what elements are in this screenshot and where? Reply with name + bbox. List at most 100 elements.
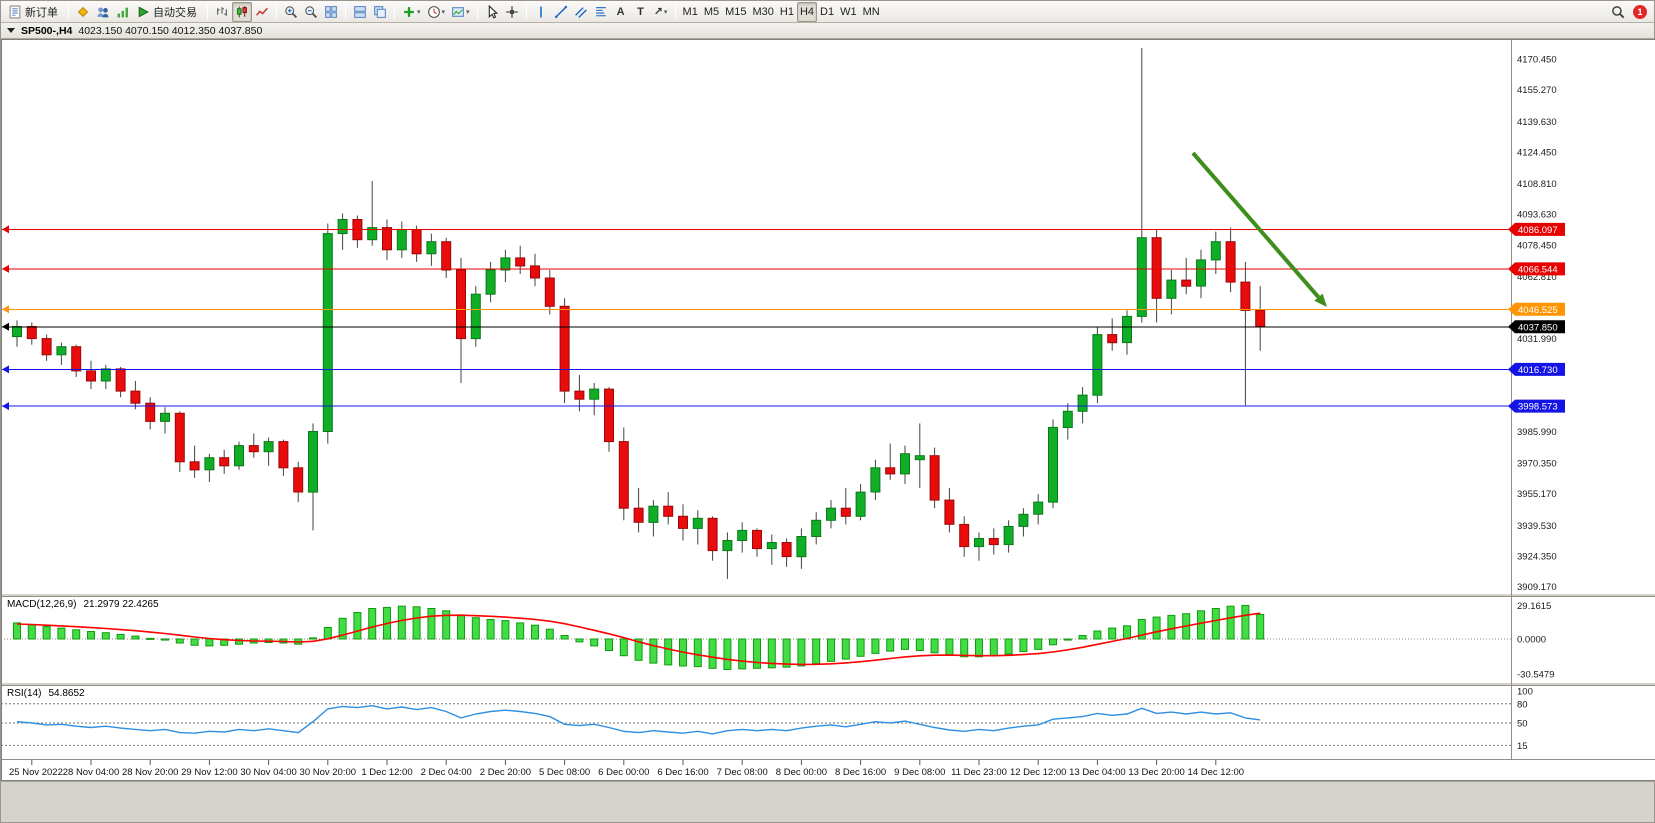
periods-button[interactable]: ▾ (424, 2, 449, 22)
line-chart-button[interactable] (252, 2, 272, 22)
svg-text:25 Nov 2022: 25 Nov 2022 (9, 767, 63, 778)
main-toolbar: 新订单 自动交易 (1, 1, 1654, 23)
cascade-windows-icon (374, 5, 386, 18)
svg-text:4170.450: 4170.450 (1517, 55, 1557, 66)
timeframe-w1-button[interactable]: W1 (837, 2, 860, 22)
timeframe-d1-button[interactable]: D1 (817, 2, 837, 22)
templates-button[interactable]: ▾ (448, 2, 473, 22)
svg-text:2 Dec 04:00: 2 Dec 04:00 (421, 767, 472, 778)
svg-text:6 Dec 00:00: 6 Dec 00:00 (598, 767, 649, 778)
svg-text:50: 50 (1517, 719, 1528, 730)
svg-text:30 Nov 04:00: 30 Nov 04:00 (240, 767, 297, 778)
timeframe-m30-button[interactable]: M30 (750, 2, 777, 22)
channel-icon (574, 6, 587, 18)
new-order-button[interactable]: 新订单 (5, 2, 64, 22)
arrow-tool-icon: ↗ (653, 6, 663, 18)
rsi-header: RSI(14) 54.8652 (7, 688, 85, 699)
channel-button[interactable] (571, 2, 591, 22)
new-order-icon (9, 5, 21, 18)
svg-text:1 Dec 12:00: 1 Dec 12:00 (361, 767, 412, 778)
community-button[interactable] (93, 2, 113, 22)
candlestick-chart-button[interactable] (232, 1, 252, 22)
svg-text:13 Dec 04:00: 13 Dec 04:00 (1069, 767, 1126, 778)
search-button[interactable] (1608, 2, 1628, 22)
timeframe-m15-button[interactable]: M15 (722, 2, 749, 22)
vertical-line-button[interactable] (531, 2, 551, 22)
arrows-tool-button[interactable]: ↗ ▾ (651, 2, 671, 22)
zoom-in-icon (285, 5, 298, 18)
toolbar-right-group: 1 (1608, 2, 1650, 22)
svg-text:5 Dec 08:00: 5 Dec 08:00 (539, 767, 590, 778)
svg-text:4016.730: 4016.730 (1518, 365, 1558, 376)
svg-text:8 Dec 16:00: 8 Dec 16:00 (835, 767, 886, 778)
timeframe-h4-button[interactable]: H4 (796, 1, 818, 22)
timeframe-h1-button[interactable]: H1 (777, 2, 797, 22)
svg-text:2 Dec 20:00: 2 Dec 20:00 (480, 767, 531, 778)
bottom-strip (1, 781, 1654, 822)
price-axis[interactable]: 4170.450 4155.270 4139.630 4124.450 4108.810… (1508, 55, 1565, 752)
svg-text:9 Dec 08:00: 9 Dec 08:00 (894, 767, 945, 778)
cursor-icon (488, 4, 498, 19)
zoom-in-button[interactable] (281, 2, 301, 22)
tile-windows-icon (325, 5, 337, 18)
timeframe-mn-button[interactable]: MN (860, 2, 883, 22)
trendline-button[interactable] (551, 2, 571, 22)
fibonacci-button[interactable] (591, 2, 611, 22)
svg-text:28 Nov 04:00: 28 Nov 04:00 (63, 767, 120, 778)
signals-button[interactable] (113, 2, 133, 22)
add-indicator-button[interactable]: ▾ (399, 2, 424, 22)
svg-text:0.0000: 0.0000 (1517, 635, 1546, 646)
svg-text:4031.990: 4031.990 (1517, 334, 1557, 345)
rsi-panel (1, 703, 1511, 746)
new-order-label: 新订单 (25, 6, 58, 19)
dropdown-caret: ▾ (441, 8, 446, 16)
timeframe-m1-button[interactable]: M1 (680, 2, 701, 22)
trendline-icon (554, 5, 567, 18)
bar-chart-button[interactable] (212, 2, 232, 22)
svg-text:4066.544: 4066.544 (1518, 264, 1558, 275)
tile-windows-button[interactable] (321, 2, 341, 22)
timeframe-m5-button[interactable]: M5 (701, 2, 722, 22)
autotrading-button[interactable]: 自动交易 (133, 2, 203, 22)
cursor-button[interactable] (482, 2, 502, 22)
time-axis[interactable]: 25 Nov 2022 28 Nov 04:00 28 Nov 20:00 29 No… (9, 760, 1244, 778)
text-tool-button[interactable]: A (611, 2, 631, 22)
community-icon (97, 6, 109, 17)
chart-area[interactable]: 4170.450 4155.270 4139.630 4124.450 4108.810… (1, 39, 1655, 781)
chart-window-titlebar[interactable]: SP500-,H4 4023.150 4070.150 4012.350 403… (1, 23, 1654, 39)
search-icon (1612, 5, 1625, 18)
arrange-windows-button[interactable] (350, 2, 370, 22)
svg-text:7 Dec 08:00: 7 Dec 08:00 (717, 767, 768, 778)
mql5-button[interactable] (73, 2, 93, 22)
template-icon (452, 6, 464, 17)
zoom-out-button[interactable] (301, 2, 321, 22)
svg-text:100: 100 (1517, 687, 1533, 698)
svg-text:3998.573: 3998.573 (1518, 402, 1558, 413)
cascade-windows-button[interactable] (370, 2, 390, 22)
toolbar-separator (674, 4, 676, 19)
trend-arrow-annotation[interactable] (1191, 151, 1327, 307)
dropdown-caret: ▾ (663, 8, 668, 16)
horizontal-price-lines[interactable] (1, 225, 1511, 411)
label-tool-button[interactable]: T (631, 2, 651, 22)
toolbar-separator (68, 4, 69, 19)
crosshair-button[interactable] (502, 2, 522, 22)
svg-text:4124.450: 4124.450 (1517, 148, 1557, 159)
toolbar-separator (276, 4, 277, 19)
arrange-windows-icon (354, 5, 366, 18)
svg-text:3909.170: 3909.170 (1517, 582, 1557, 593)
ohlc-values: 4023.150 4070.150 4012.350 4037.850 (78, 24, 263, 37)
window-menu-icon[interactable] (7, 28, 15, 33)
chart-canvas[interactable]: 4170.450 4155.270 4139.630 4124.450 4108.810… (1, 39, 1655, 781)
svg-text:3985.990: 3985.990 (1517, 427, 1557, 438)
svg-text:29.1615: 29.1615 (1517, 601, 1551, 612)
notification-badge[interactable]: 1 (1633, 4, 1647, 19)
macd-header: MACD(12,26,9) 21.2979 22.4265 (7, 599, 159, 610)
svg-text:4093.630: 4093.630 (1517, 210, 1557, 221)
toolbar-separator (345, 4, 346, 19)
zoom-out-icon (305, 5, 318, 18)
svg-text:3939.530: 3939.530 (1517, 521, 1557, 532)
svg-text:4086.097: 4086.097 (1518, 225, 1558, 236)
periods-clock-icon (427, 5, 440, 18)
dropdown-caret: ▾ (466, 8, 470, 16)
